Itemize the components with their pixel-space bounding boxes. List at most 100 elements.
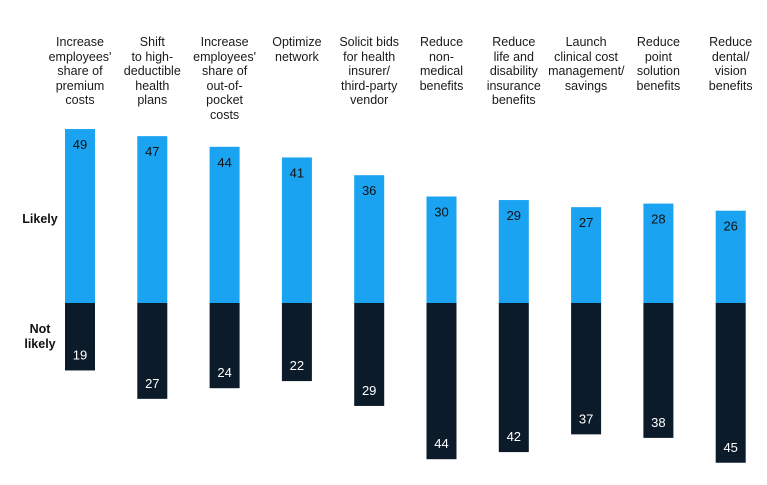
category-label-line: Increase <box>200 35 249 49</box>
category-label-line: share of <box>57 64 103 79</box>
data-label-likely-4: 41 <box>290 165 304 180</box>
bar-likely-3 <box>209 146 240 303</box>
bar-likely-10 <box>715 210 746 303</box>
category-label-line: benefits <box>419 78 464 93</box>
bar-not-likely-3 <box>209 303 240 389</box>
category-label-4: Optimize network <box>259 35 335 64</box>
category-label-line: disability <box>489 64 538 79</box>
category-label-line: Optimize <box>272 35 322 49</box>
data-label-not-likely-1: 19 <box>73 347 87 362</box>
row-label-not-likely-line-1: Not <box>29 322 51 336</box>
bar-not-likely-2 <box>137 303 168 399</box>
row-label-likely: Likely <box>18 212 62 227</box>
category-label-line: share of <box>202 64 248 79</box>
category-label-line: insurance <box>486 78 541 93</box>
category-label-line: premium <box>55 78 105 93</box>
bar-not-likely-4 <box>281 303 312 382</box>
bar-likely-4 <box>281 157 312 303</box>
bar-likely-9 <box>643 203 674 303</box>
category-label-6: Reduce non-medical benefits <box>404 35 480 93</box>
category-label-10: Reduce dental/vision benefits <box>693 35 767 93</box>
bar-not-likely-5 <box>354 303 385 406</box>
bar-likely-5 <box>354 175 385 303</box>
data-label-not-likely-6: 44 <box>434 436 448 451</box>
data-label-not-likely-3: 24 <box>217 365 231 380</box>
data-label-likely-10: 26 <box>723 219 737 234</box>
data-label-likely-8: 27 <box>579 215 593 230</box>
data-label-not-likely-2: 27 <box>145 376 159 391</box>
category-label-5: Solicit bids for health insurer/third-part… <box>331 35 407 108</box>
category-label-line: vendor <box>350 93 389 108</box>
category-label-7: Reduce life and disability insurance benefit… <box>476 35 552 108</box>
category-label-line: out-of- <box>206 78 243 93</box>
bar-not-likely-8 <box>571 303 602 435</box>
row-label-not-likely-line-2: likely <box>24 337 56 351</box>
bar-not-likely-9 <box>643 303 674 438</box>
bar-likely-6 <box>426 196 457 303</box>
category-label-line: Increase <box>56 35 104 49</box>
category-label-line: health <box>135 78 170 93</box>
data-label-not-likely-7: 42 <box>507 429 521 444</box>
bar-likely-8 <box>571 207 602 303</box>
category-label-line: pocket <box>206 93 244 108</box>
category-label-line: Launch <box>565 35 607 49</box>
category-label-3: Increase employees' share of out-of-pocket c… <box>187 35 263 123</box>
bar-not-likely-10 <box>715 303 746 463</box>
category-label-line: costs <box>210 107 240 122</box>
category-label-line: non- <box>428 49 455 64</box>
data-label-not-likely-9: 38 <box>651 415 665 430</box>
category-label-line: solution <box>636 64 680 79</box>
category-label-line: employees' <box>193 49 257 64</box>
data-label-not-likely-4: 22 <box>290 358 304 373</box>
category-label-line: Reduce <box>419 35 464 49</box>
category-label-1: Increase employees' share of premium costs <box>42 35 118 108</box>
data-label-likely-1: 49 <box>73 137 87 152</box>
category-label-line: Solicit bids <box>339 35 400 49</box>
data-label-likely-2: 47 <box>145 144 159 159</box>
bar-not-likely-1 <box>65 303 95 371</box>
category-label-line: medical <box>419 64 464 79</box>
row-label-likely-text: Likely <box>22 212 58 226</box>
category-label-2: Shift to high-deductible health plans <box>114 35 190 108</box>
row-label-not-likely: Not likely <box>18 322 62 352</box>
category-label-line: Reduce <box>709 35 753 49</box>
bar-likely-7 <box>498 200 529 303</box>
data-label-likely-3: 44 <box>217 155 231 170</box>
bar-not-likely-7 <box>498 303 529 453</box>
data-label-not-likely-10: 45 <box>723 440 737 455</box>
category-label-line: for health <box>343 49 396 64</box>
category-label-line: plans <box>137 93 168 108</box>
data-label-likely-7: 29 <box>507 208 521 223</box>
category-label-line: point <box>644 49 672 64</box>
category-label-line: Shift <box>139 35 165 49</box>
category-label-line: costs <box>65 93 95 108</box>
category-label-line: to high- <box>131 49 174 64</box>
category-label-line: insurer/ <box>348 64 391 79</box>
category-label-line: deductible <box>123 64 181 79</box>
category-label-line: savings <box>564 78 608 93</box>
category-label-line: benefits <box>491 93 536 108</box>
category-label-line: employees' <box>48 49 112 64</box>
category-label-line: third-party <box>341 78 398 93</box>
data-label-likely-9: 28 <box>651 212 665 227</box>
data-label-likely-5: 36 <box>362 183 376 198</box>
category-label-line: Reduce <box>636 35 680 49</box>
bar-likely-1 <box>65 129 95 303</box>
category-label-line: benefits <box>636 78 681 93</box>
category-label-8: Launch clinical cost management/savings <box>548 35 624 93</box>
category-label-line: life and <box>493 49 534 64</box>
category-label-line: vision <box>714 64 747 79</box>
category-label-line: network <box>275 49 319 64</box>
data-label-not-likely-8: 37 <box>579 411 593 426</box>
data-label-likely-6: 30 <box>434 205 448 220</box>
category-label-9: Reduce point solution benefits <box>620 35 696 93</box>
bar-likely-2 <box>137 136 168 303</box>
category-label-line: dental/ <box>711 49 750 64</box>
bar-not-likely-6 <box>426 303 457 460</box>
data-label-not-likely-5: 29 <box>362 383 376 398</box>
category-label-line: management/ <box>548 64 625 79</box>
category-label-line: Reduce <box>492 35 536 49</box>
category-label-line: benefits <box>708 78 753 93</box>
